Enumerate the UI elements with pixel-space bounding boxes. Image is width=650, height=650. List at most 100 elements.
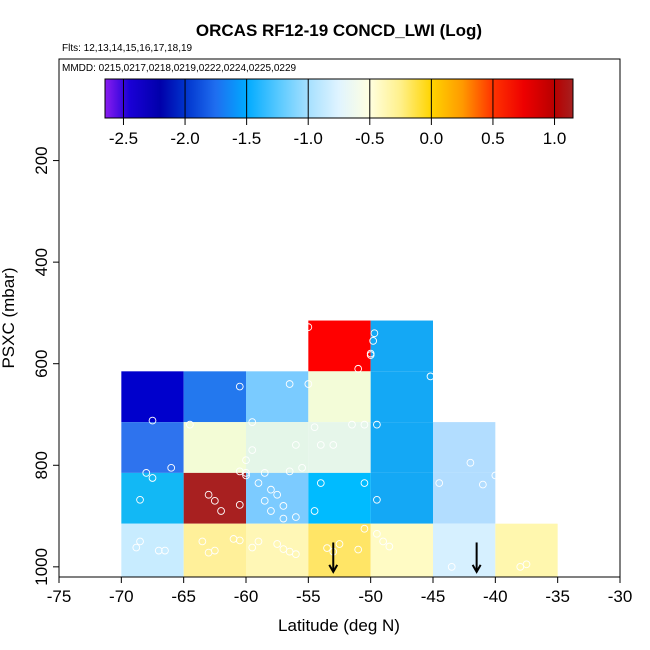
sample-point <box>279 502 288 510</box>
sample-point <box>373 420 381 429</box>
y-tick-label: 800 <box>32 451 51 479</box>
x-axis-label: Latitude (deg N) <box>278 616 400 635</box>
colorbar-ticks: -2.5 -2.0 -1.5 -1.0 -0.5 0.0 0.5 1.0 <box>109 79 567 148</box>
x-tick-label: -75 <box>47 587 72 606</box>
sample-point <box>267 485 275 494</box>
heatmap-cell <box>370 371 433 423</box>
heatmap-cell <box>433 523 496 577</box>
sample-point <box>310 507 319 515</box>
heatmap-cell <box>121 422 184 473</box>
heatmap-cell <box>308 472 371 524</box>
sample-point <box>254 537 263 546</box>
arrow-head <box>328 564 339 574</box>
y-tick-label: 600 <box>32 350 51 378</box>
sample-point <box>292 513 300 521</box>
sample-point <box>254 479 263 487</box>
y-tick-label: 400 <box>32 248 51 276</box>
x-tick-label: -45 <box>421 587 446 606</box>
heatmap-cell <box>183 422 246 473</box>
sample-point <box>310 423 319 432</box>
heatmap-cell <box>183 523 246 577</box>
sample-point <box>285 380 294 388</box>
sample-point <box>354 364 363 373</box>
sample-point <box>260 496 269 505</box>
heatmap-cell <box>495 523 558 577</box>
x-tick-label: -55 <box>296 587 321 606</box>
flights-label: Flts: 12,13,14,15,16,17,18,19 <box>62 43 193 54</box>
sample-point <box>142 469 151 477</box>
sample-point <box>335 540 344 548</box>
sample-point <box>360 479 369 487</box>
sample-point <box>154 546 163 555</box>
sample-point <box>292 550 300 558</box>
heatmap-cell <box>246 422 309 473</box>
colorbar-tick-label: 1.0 <box>543 129 567 148</box>
heatmap-cell <box>433 422 496 473</box>
heatmap-cell <box>308 422 371 473</box>
sample-point <box>369 337 378 345</box>
sample-point <box>204 490 213 499</box>
sample-point <box>373 495 381 504</box>
sample-point <box>167 463 176 472</box>
sample-point <box>316 441 325 449</box>
heatmap-cell <box>370 422 433 473</box>
sample-point <box>260 469 269 477</box>
sample-point <box>379 537 387 546</box>
x-tick-label: -40 <box>483 587 508 606</box>
sample-point <box>348 420 356 429</box>
sample-point <box>323 544 331 552</box>
heatmap-cell <box>121 371 184 423</box>
colorbar-tick-label: -2.0 <box>170 129 199 148</box>
colorbar-tick-label: 0.5 <box>481 129 505 148</box>
sample-point <box>522 560 531 569</box>
heatmap-cell <box>308 320 371 372</box>
sample-point <box>304 380 313 388</box>
sample-point <box>161 546 169 555</box>
sample-point <box>292 441 300 449</box>
heatmap-cell <box>370 320 433 372</box>
heatmap-cell <box>433 472 496 524</box>
mmdd-label: MMDD: 0215,0217,0218,0219,0222,0224,0225… <box>62 63 297 74</box>
sample-point <box>235 382 244 391</box>
sample-point <box>285 467 294 476</box>
sample-point <box>148 416 157 425</box>
sample-point <box>242 469 250 477</box>
sample-point <box>479 480 487 489</box>
sample-point <box>373 529 381 538</box>
colorbar-tick-label: -1.5 <box>232 129 261 148</box>
x-axis: -75 -70 -65 -60 -55 -50 -45 -40 -35 -30 <box>47 577 633 606</box>
sample-point <box>186 420 194 429</box>
sample-point <box>273 540 282 548</box>
sample-point <box>304 323 313 331</box>
sample-point <box>366 351 375 359</box>
heatmap-cell <box>370 523 433 577</box>
sample-point <box>491 471 500 480</box>
arrow-head <box>471 564 482 574</box>
sample-point <box>370 329 379 338</box>
colorbar: -2.5 -2.0 -1.5 -1.0 -0.5 0.0 0.5 1.0 <box>104 78 574 148</box>
colorbar-tick-label: -1.0 <box>294 129 323 148</box>
sample-point <box>279 514 288 523</box>
heatmap-cell <box>246 523 309 577</box>
colorbar-tick-label: 0.0 <box>420 129 444 148</box>
sample-point <box>242 456 250 465</box>
sample-point <box>136 495 144 504</box>
colorbar-bar <box>104 78 574 119</box>
chart-title: ORCAS RF12-19 CONCD_LWI (Log) <box>196 21 482 40</box>
y-axis: 200 400 600 800 1000 <box>32 146 59 586</box>
sample-point <box>217 507 225 515</box>
heatmap-cells <box>121 320 558 577</box>
sample-point <box>248 543 257 552</box>
sample-point <box>385 542 394 551</box>
sample-point <box>242 471 250 480</box>
y-axis-label: PSXC (mbar) <box>0 267 18 368</box>
heatmap-cell <box>121 523 184 577</box>
y-tick-label: 200 <box>32 146 51 174</box>
sample-point <box>435 479 444 487</box>
direction-arrows <box>328 542 482 574</box>
heatmap-cell <box>183 371 246 423</box>
sample-point <box>298 463 306 472</box>
sample-point <box>248 446 257 454</box>
x-tick-label: -30 <box>608 587 633 606</box>
